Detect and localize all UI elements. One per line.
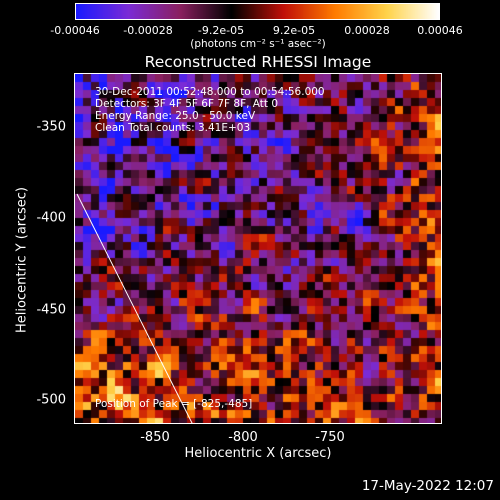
colorbar-tick: 9.2e-05 bbox=[272, 24, 316, 37]
y-tick: -400 bbox=[36, 210, 66, 226]
x-tick: -850 bbox=[140, 430, 170, 445]
rhessi-image: 30-Dec-2011 00:52:48.000 to 00:54:56.000… bbox=[74, 73, 442, 424]
info-detectors: Detectors: 3F 4F 5F 6F 7F 8F, Att 0 bbox=[95, 98, 279, 110]
y-tick: -450 bbox=[36, 302, 66, 318]
y-tick: -500 bbox=[36, 392, 66, 408]
x-axis-label: Heliocentric X (arcsec) bbox=[184, 446, 332, 461]
colorbar-tick: 0.00046 bbox=[417, 24, 463, 37]
y-axis-label: Heliocentric Y (arcsec) bbox=[14, 187, 30, 333]
colorbar-tick: -0.00046 bbox=[50, 24, 100, 37]
info-time: 30-Dec-2011 00:52:48.000 to 00:54:56.000 bbox=[95, 86, 325, 98]
x-tick: -750 bbox=[315, 430, 345, 445]
colorbar-tick: -9.2e-05 bbox=[197, 24, 245, 37]
info-energy: Energy Range: 25.0 - 50.0 keV bbox=[95, 110, 256, 122]
peak-position: Position of Peak = [-825,-485] bbox=[95, 398, 253, 410]
info-clean: Clean Total counts: 3.41E+03 bbox=[95, 122, 251, 134]
limb-line bbox=[76, 193, 193, 423]
colorbar bbox=[75, 3, 440, 20]
y-tick: -350 bbox=[36, 119, 66, 135]
colorbar-units: (photons cm⁻² s⁻¹ asec⁻²) bbox=[190, 38, 326, 50]
date-stamp: 17-May-2022 12:07 bbox=[361, 478, 494, 494]
x-tick: -800 bbox=[228, 430, 258, 445]
image-title: Reconstructed RHESSI Image bbox=[144, 53, 372, 71]
colorbar-tick: -0.00028 bbox=[123, 24, 173, 37]
heatmap bbox=[75, 74, 441, 423]
colorbar-tick: 0.00028 bbox=[344, 24, 390, 37]
